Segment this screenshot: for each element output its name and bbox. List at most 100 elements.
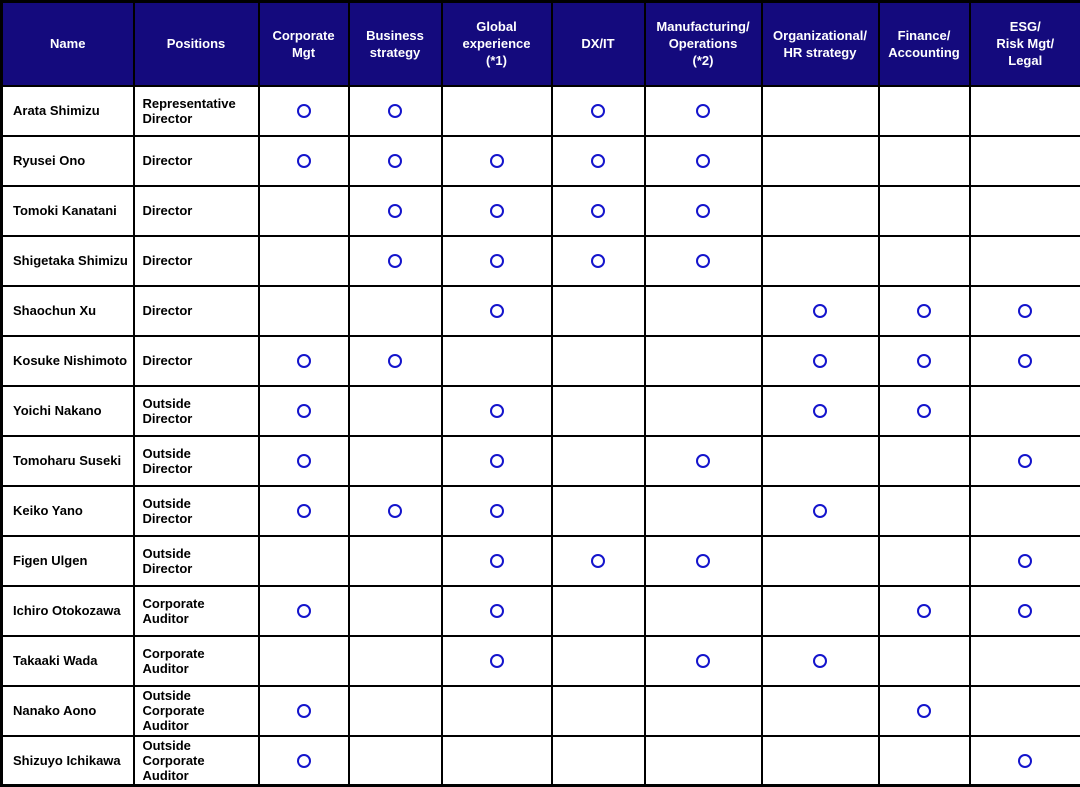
circle-mark-icon <box>296 504 311 519</box>
table-row: Tomoharu Suseki Outside Director <box>0 434 1080 487</box>
skill-mark-cell <box>968 284 1080 337</box>
skill-empty-cell <box>347 534 443 587</box>
skill-empty-cell <box>877 434 971 487</box>
header-dx-it: DX/IT <box>550 0 646 87</box>
skill-empty-cell <box>877 484 971 537</box>
skill-empty-cell <box>550 584 646 637</box>
member-position: Outside Corporate Auditor <box>132 684 260 737</box>
circle-mark-icon <box>813 354 827 369</box>
skill-empty-cell <box>968 184 1080 237</box>
skill-mark-cell <box>440 634 553 687</box>
circle-mark-icon <box>591 104 605 119</box>
skill-empty-cell <box>550 334 646 387</box>
skill-empty-cell <box>347 684 443 737</box>
member-position: Director <box>132 334 260 387</box>
member-name: Shizuyo Ichikawa <box>0 734 135 787</box>
skill-empty-cell <box>760 684 880 737</box>
skill-empty-cell <box>550 434 646 487</box>
member-position: Corporate Auditor <box>132 584 260 637</box>
circle-mark-icon <box>296 754 311 769</box>
skill-empty-cell <box>440 334 553 387</box>
member-name: Figen Ulgen <box>0 534 135 587</box>
table-row: Ryusei Ono Director <box>0 134 1080 187</box>
skill-empty-cell <box>760 84 880 137</box>
header-positions: Positions <box>132 0 260 87</box>
skill-empty-cell <box>968 634 1080 687</box>
skill-mark-cell <box>257 684 350 737</box>
circle-mark-icon <box>1018 554 1033 569</box>
skill-mark-cell <box>968 584 1080 637</box>
skill-mark-cell <box>550 184 646 237</box>
skill-mark-cell <box>440 134 553 187</box>
skill-mark-cell <box>643 434 763 487</box>
skill-mark-cell <box>347 484 443 537</box>
skill-mark-cell <box>760 484 880 537</box>
skill-empty-cell <box>877 634 971 687</box>
member-name: Nanako Aono <box>0 684 135 737</box>
skill-mark-cell <box>440 284 553 337</box>
header-name: Name <box>0 0 135 87</box>
member-name: Takaaki Wada <box>0 634 135 687</box>
member-name: Shaochun Xu <box>0 284 135 337</box>
table-row: Yoichi Nakano Outside Director <box>0 384 1080 437</box>
skill-mark-cell <box>347 84 443 137</box>
skill-empty-cell <box>643 684 763 737</box>
circle-mark-icon <box>813 654 827 669</box>
circle-mark-icon <box>1018 354 1033 369</box>
member-position: Corporate Auditor <box>132 634 260 687</box>
skill-mark-cell <box>440 384 553 437</box>
circle-mark-icon <box>696 654 710 669</box>
skill-empty-cell <box>968 484 1080 537</box>
skill-mark-cell <box>968 334 1080 387</box>
circle-mark-icon <box>1018 754 1033 769</box>
table-row: Kosuke Nishimoto Director <box>0 334 1080 387</box>
skill-empty-cell <box>257 534 350 587</box>
skill-empty-cell <box>877 134 971 187</box>
skill-mark-cell <box>347 184 443 237</box>
table-row: Shizuyo Ichikawa Outside Corporate Audito… <box>0 734 1080 787</box>
member-name: Ichiro Otokozawa <box>0 584 135 637</box>
circle-mark-icon <box>388 154 402 169</box>
circle-mark-icon <box>489 304 504 319</box>
circle-mark-icon <box>388 254 402 269</box>
skill-mark-cell <box>760 384 880 437</box>
table-body: Arata Shimizu Representative Director Ryus… <box>0 84 1080 787</box>
table-row: Ichiro Otokozawa Corporate Auditor <box>0 584 1080 637</box>
skill-mark-cell <box>257 334 350 387</box>
skill-empty-cell <box>257 634 350 687</box>
skill-mark-cell <box>257 384 350 437</box>
skill-mark-cell <box>968 534 1080 587</box>
skill-mark-cell <box>440 484 553 537</box>
skill-empty-cell <box>440 84 553 137</box>
skill-mark-cell <box>760 334 880 387</box>
circle-mark-icon <box>813 504 827 519</box>
circle-mark-icon <box>813 304 827 319</box>
skill-empty-cell <box>643 334 763 387</box>
skill-empty-cell <box>877 184 971 237</box>
skill-empty-cell <box>968 84 1080 137</box>
skill-mark-cell <box>643 184 763 237</box>
skill-mark-cell <box>440 184 553 237</box>
skill-mark-cell <box>440 584 553 637</box>
skill-empty-cell <box>760 734 880 787</box>
skill-mark-cell <box>877 384 971 437</box>
circle-mark-icon <box>591 554 605 569</box>
skill-mark-cell <box>440 534 553 587</box>
circle-mark-icon <box>489 604 504 619</box>
skill-mark-cell <box>643 134 763 187</box>
skill-mark-cell <box>440 234 553 287</box>
skill-empty-cell <box>257 234 350 287</box>
member-position: Director <box>132 284 260 337</box>
skill-empty-cell <box>968 134 1080 187</box>
skill-mark-cell <box>347 334 443 387</box>
circle-mark-icon <box>696 104 710 119</box>
skill-mark-cell <box>968 734 1080 787</box>
table-header: Name Positions Corporate Mgt Business st… <box>0 0 1080 87</box>
circle-mark-icon <box>296 354 311 369</box>
skill-empty-cell <box>968 384 1080 437</box>
circle-mark-icon <box>489 204 504 219</box>
circle-mark-icon <box>489 654 504 669</box>
skill-mark-cell <box>550 534 646 587</box>
table-row: Takaaki Wada Corporate Auditor <box>0 634 1080 687</box>
skill-empty-cell <box>643 734 763 787</box>
